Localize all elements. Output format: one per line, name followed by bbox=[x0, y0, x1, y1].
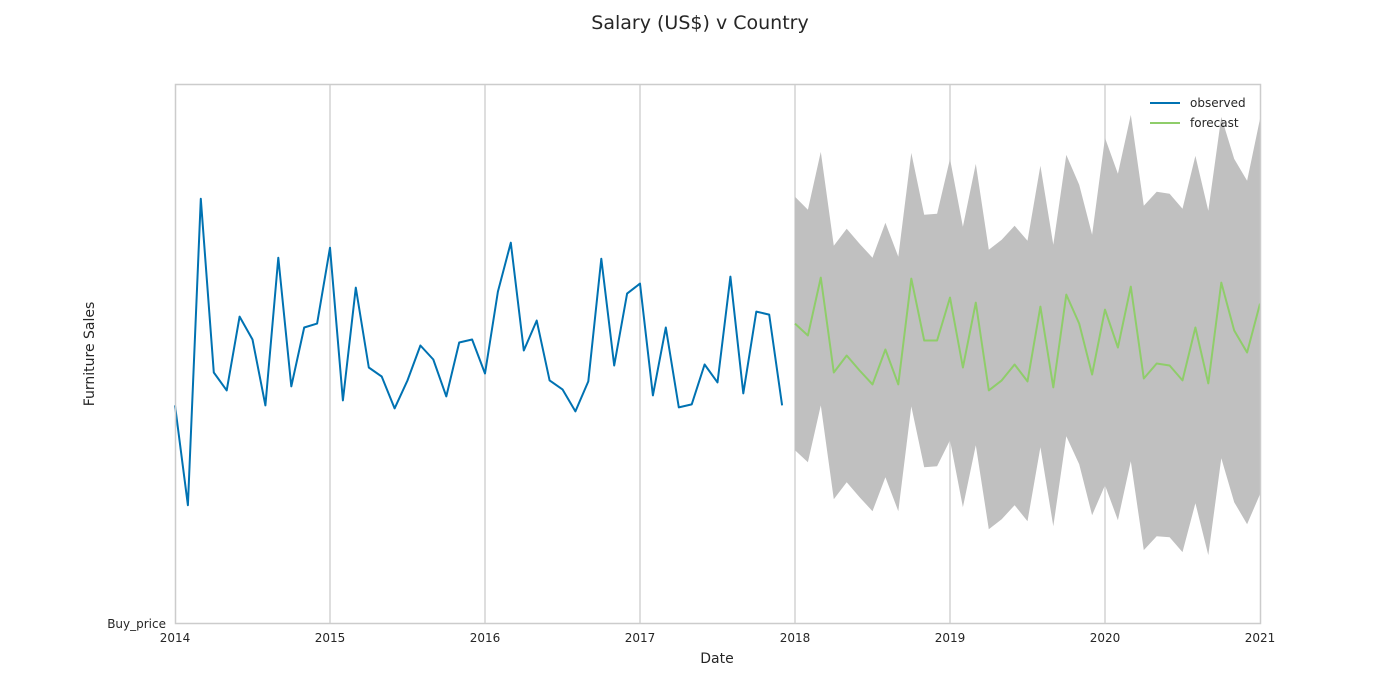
x-tick-label: 2020 bbox=[1090, 631, 1121, 645]
y-axis-label: Furniture Sales bbox=[82, 302, 98, 407]
legend: observed forecast bbox=[1150, 96, 1246, 130]
legend-label-observed: observed bbox=[1190, 96, 1246, 110]
x-tick-label: 2015 bbox=[315, 631, 346, 645]
x-tick-label: 2018 bbox=[780, 631, 811, 645]
y-tick-label: Buy_price bbox=[107, 617, 166, 631]
confidence-band bbox=[795, 114, 1260, 556]
forecast-series-line bbox=[794, 276, 1261, 392]
observed-series-line bbox=[174, 197, 784, 507]
series-lines bbox=[174, 197, 1261, 507]
forecast-interval-band bbox=[795, 114, 1260, 556]
x-tick-label: 2019 bbox=[935, 631, 966, 645]
x-tick-label: 2021 bbox=[1245, 631, 1276, 645]
x-tick-label: 2014 bbox=[160, 631, 191, 645]
x-tick-label: 2016 bbox=[470, 631, 501, 645]
legend-label-forecast: forecast bbox=[1190, 116, 1239, 130]
chart-title: Salary (US$) v Country bbox=[591, 12, 808, 34]
x-axis-label: Date bbox=[700, 651, 733, 667]
x-tick-labels: 2014 2015 2016 2017 2018 2019 2020 2021 bbox=[160, 631, 1276, 645]
x-tick-label: 2017 bbox=[625, 631, 656, 645]
plot-frame bbox=[174, 83, 1262, 625]
